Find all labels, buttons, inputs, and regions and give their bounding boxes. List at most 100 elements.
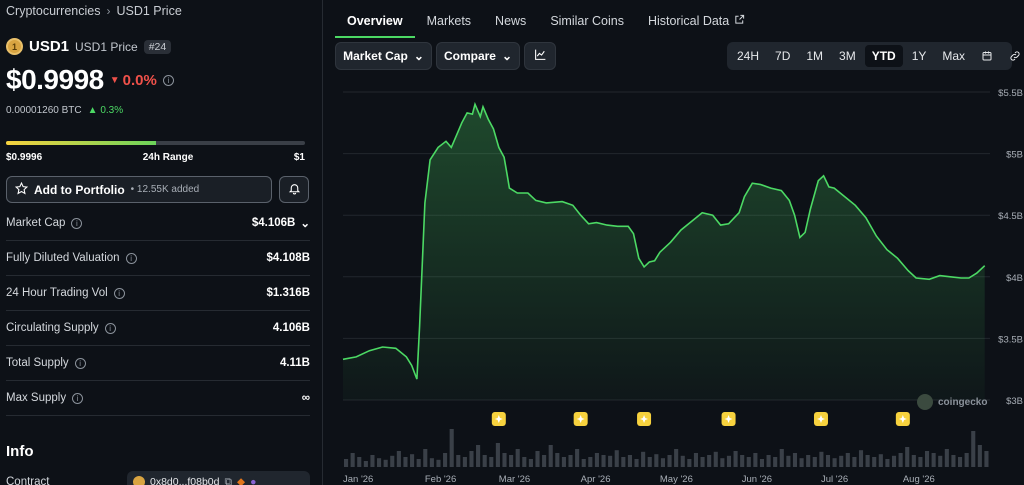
info-icon[interactable]: i bbox=[71, 217, 83, 229]
chart-type-button[interactable] bbox=[524, 42, 556, 70]
volume-bar bbox=[891, 455, 897, 467]
tab-historical-data[interactable]: Historical Data bbox=[636, 0, 757, 38]
more-chains-icon[interactable]: ● bbox=[250, 476, 257, 485]
volume-bar bbox=[832, 458, 837, 467]
volume-bar bbox=[522, 457, 527, 467]
stat-value: $1.316B bbox=[266, 287, 310, 299]
add-to-portfolio-button[interactable]: Add to Portfolio • 12.55K added bbox=[6, 176, 272, 203]
volume-bar bbox=[482, 455, 487, 467]
volume-bar bbox=[542, 455, 547, 467]
stats-list: Market Cap i $4.106B ⌄ Fully Diluted Valua… bbox=[6, 206, 310, 416]
caret-up-icon: ▲ bbox=[87, 105, 98, 116]
volume-bar bbox=[773, 457, 778, 467]
compare-select[interactable]: Compare ⌄ bbox=[436, 42, 520, 70]
stat-label: Max Supply bbox=[6, 392, 67, 404]
volume-bar bbox=[614, 450, 619, 467]
stat-row-market-cap[interactable]: Market Cap i $4.106B ⌄ bbox=[6, 206, 310, 241]
info-icon[interactable]: i bbox=[162, 74, 174, 86]
contract-address: 0x8d0...f08b0d bbox=[150, 476, 220, 485]
breadcrumb-root[interactable]: Cryptocurrencies bbox=[6, 4, 101, 18]
range-3m[interactable]: 3M bbox=[839, 49, 856, 63]
volume-bar bbox=[390, 455, 395, 467]
x-tick-label: Jul '26 bbox=[821, 474, 848, 485]
y-tick-label: $4.5B bbox=[998, 211, 1023, 222]
volume-bar bbox=[746, 457, 751, 467]
current-price: $0.9998 bbox=[6, 64, 104, 95]
chevron-down-icon[interactable]: ⌄ bbox=[300, 218, 310, 230]
y-tick-label: $3.5B bbox=[998, 334, 1023, 345]
volume-bar bbox=[852, 457, 857, 467]
share-link-icon[interactable] bbox=[1002, 45, 1024, 67]
volume-bar bbox=[443, 453, 448, 467]
volume-bar bbox=[759, 459, 765, 467]
volume-bar bbox=[469, 451, 474, 467]
contract-label: Contract bbox=[6, 476, 50, 485]
btc-price-row: 0.00001260 BTC ▲ 0.3% bbox=[6, 105, 123, 116]
volume-bar bbox=[905, 447, 910, 467]
watermark-text: coingecko bbox=[938, 397, 987, 408]
volume-bar bbox=[753, 453, 758, 467]
volume-bar bbox=[423, 449, 428, 467]
range-24h[interactable]: 24H bbox=[737, 49, 760, 63]
stat-value: $4.108B bbox=[266, 252, 310, 264]
range-1y[interactable]: 1Y bbox=[911, 49, 927, 63]
volume-bar bbox=[568, 455, 573, 467]
market-cap-chart[interactable]: $3B $3.5B $4B $4.5B $5B $5.5B coingecko Jan '26… bbox=[335, 82, 1024, 485]
range-7d[interactable]: 7D bbox=[775, 49, 791, 63]
volume-bar bbox=[396, 451, 401, 467]
volume-bar bbox=[456, 455, 461, 467]
chevron-down-icon: ⌄ bbox=[501, 49, 513, 63]
stat-label: 24 Hour Trading Vol bbox=[6, 287, 108, 299]
volume-bar bbox=[383, 459, 388, 467]
portfolio-added-count: • 12.55K added bbox=[130, 184, 200, 195]
chevron-right-icon: › bbox=[106, 4, 111, 18]
metamask-icon[interactable]: ◆ bbox=[236, 476, 246, 485]
tab-similar-coins[interactable]: Similar Coins bbox=[538, 0, 636, 38]
range-ytd[interactable]: YTD bbox=[864, 45, 903, 67]
price-row: $0.9998 ▼ 0.0% i bbox=[6, 64, 174, 96]
price-alert-button[interactable] bbox=[279, 176, 309, 203]
external-link-icon bbox=[734, 14, 745, 28]
volume-bar bbox=[555, 453, 560, 467]
x-tick-label: Feb '26 bbox=[425, 474, 456, 485]
tab-news[interactable]: News bbox=[483, 0, 538, 38]
volume-bar bbox=[700, 457, 705, 467]
y-tick-label: $4B bbox=[1006, 273, 1023, 284]
contract-address-pill[interactable]: 0x8d0...f08b0d ⧉ ◆ ● bbox=[127, 471, 310, 485]
info-icon[interactable]: i bbox=[113, 287, 125, 299]
volume-bar bbox=[581, 459, 586, 467]
volume-bar bbox=[885, 459, 890, 467]
chart-svg: $3B $3.5B $4B $4.5B $5B $5.5B coingecko Jan '26… bbox=[342, 88, 1023, 485]
tab-markets[interactable]: Markets bbox=[415, 0, 483, 38]
calendar-icon[interactable] bbox=[974, 45, 1000, 67]
volume-bar bbox=[938, 455, 943, 467]
range-1m[interactable]: 1M bbox=[806, 49, 824, 63]
copy-icon[interactable]: ⧉ bbox=[224, 475, 232, 485]
volume-bar bbox=[799, 458, 804, 467]
stat-row-total-supply: Total Supply i 4.11B bbox=[6, 346, 310, 381]
stat-value: $4.106B bbox=[251, 217, 296, 229]
info-icon[interactable]: i bbox=[74, 357, 86, 369]
coin-header: 1 USD1 USD1 Price #24 bbox=[6, 38, 172, 55]
volume-bar bbox=[872, 457, 877, 467]
volume-bar bbox=[588, 457, 593, 467]
stat-row-fdv: Fully Diluted Valuation i $4.108B bbox=[6, 241, 310, 276]
range-max[interactable]: Max bbox=[942, 49, 966, 63]
x-tick-label: Mar '26 bbox=[499, 474, 530, 485]
volume-bar bbox=[792, 453, 798, 467]
coin-symbol: USD1 bbox=[29, 38, 70, 55]
btc-change-value: 0.3% bbox=[100, 105, 124, 116]
metric-select[interactable]: Market Cap ⌄ bbox=[335, 42, 432, 70]
stat-label: Total Supply bbox=[6, 357, 69, 369]
panel-divider bbox=[322, 0, 323, 485]
info-icon[interactable]: i bbox=[104, 322, 116, 334]
tab-overview[interactable]: Overview bbox=[335, 0, 415, 38]
volume-bar bbox=[357, 457, 362, 467]
volume-bar bbox=[621, 457, 626, 467]
price-change-value: 0.0% bbox=[122, 71, 157, 89]
volume-bar bbox=[416, 459, 421, 467]
info-icon[interactable]: i bbox=[125, 252, 137, 264]
x-tick-label: May '26 bbox=[660, 474, 693, 485]
info-icon[interactable]: i bbox=[72, 392, 84, 404]
coingecko-logo-icon bbox=[917, 394, 933, 410]
